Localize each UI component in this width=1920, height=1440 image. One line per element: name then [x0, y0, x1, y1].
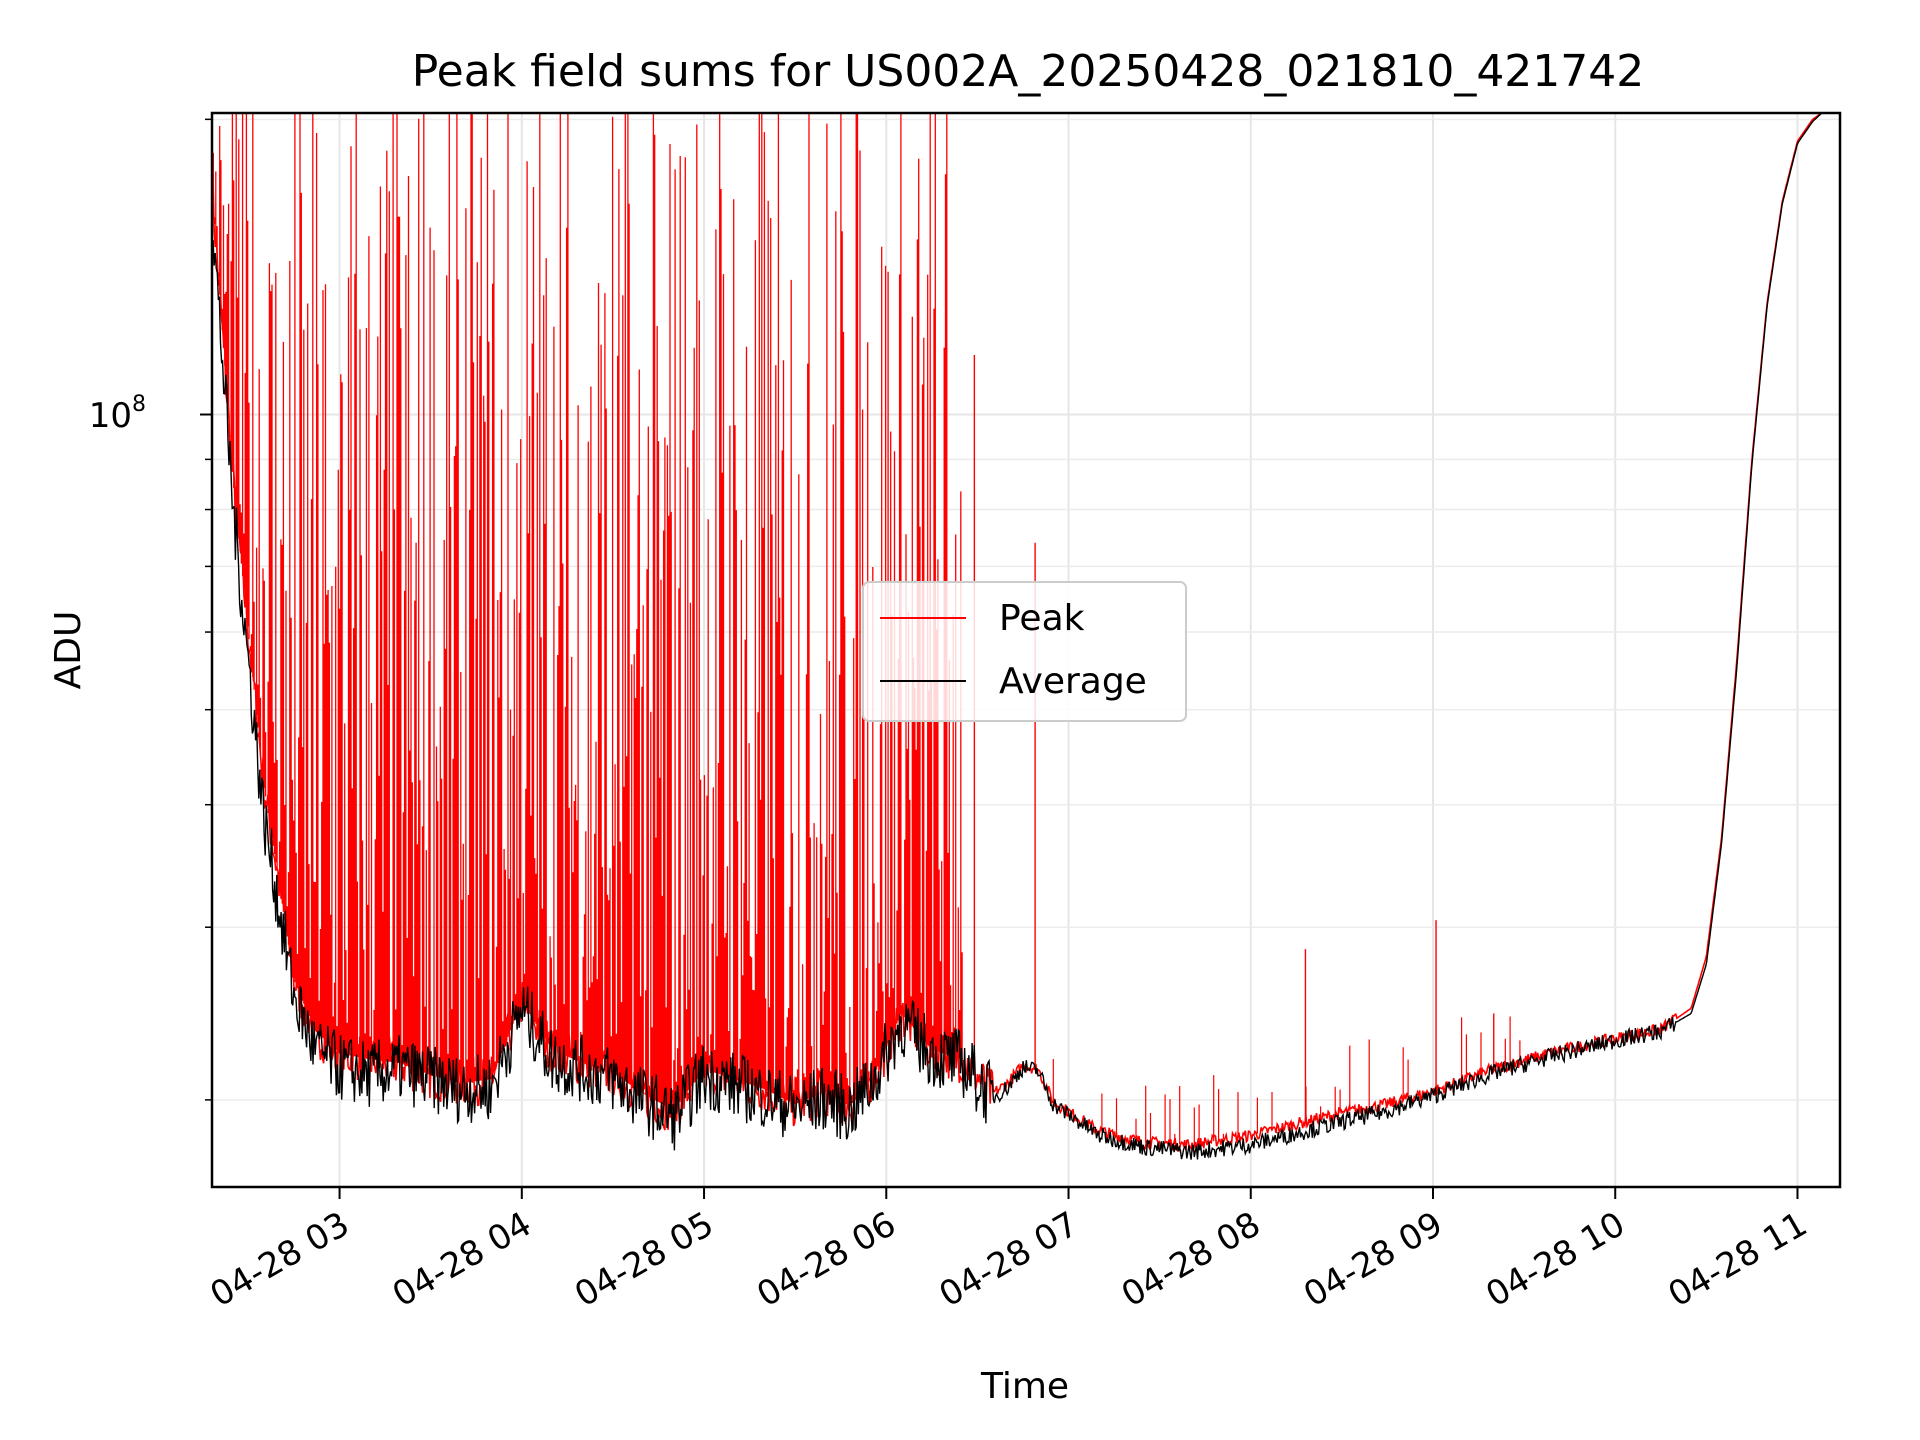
x-tick-label: 04-28 03: [204, 1204, 356, 1315]
x-tick-label: 04-28 11: [1662, 1204, 1814, 1315]
series-small-spikes-peak: [1052, 1016, 1521, 1145]
legend: Peak Average: [862, 581, 1187, 722]
x-tick-label: 04-28 10: [1479, 1204, 1631, 1315]
x-tick-label: 04-28 06: [750, 1204, 902, 1315]
legend-box: [862, 581, 1187, 722]
x-tick-label: 04-28 08: [1115, 1204, 1267, 1315]
plot-frame: [210, 111, 1842, 1189]
y-tick-exponent: 8: [132, 392, 146, 417]
x-tick-label: 04-28 09: [1297, 1204, 1449, 1315]
x-axis: 04-28 03 04-28 04 04-28 05 04-28 06 04-28 07…: [204, 1187, 1814, 1315]
y-tick-base: 10: [89, 396, 132, 436]
legend-label-average: Average: [999, 661, 1147, 702]
chart-title: Peak field sums for US002A_20250428_0218…: [412, 46, 1645, 97]
x-tick-label: 04-28 07: [933, 1204, 1085, 1315]
y-axis: 108: [89, 118, 212, 1101]
y-tick-label-major: 108: [89, 392, 146, 436]
series-average: [211, 112, 1827, 1160]
y-axis-label: ADU: [48, 611, 89, 690]
x-tick-label: 04-28 04: [386, 1204, 538, 1315]
x-tick-label: 04-28 05: [568, 1204, 720, 1315]
series-line-average: [211, 112, 1827, 1160]
x-axis-label: Time: [980, 1366, 1069, 1407]
series-spikes-peak: [211, 113, 963, 1111]
legend-label-peak: Peak: [999, 598, 1085, 639]
